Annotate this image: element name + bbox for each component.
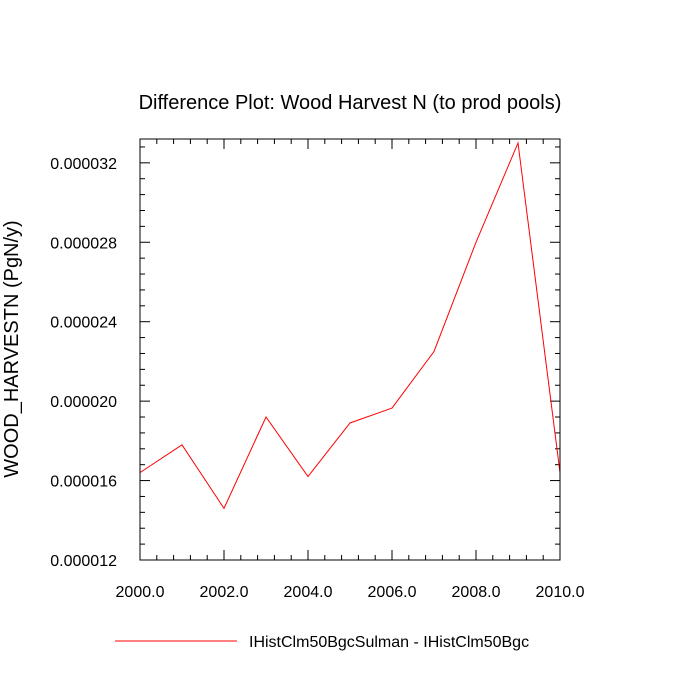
y-tick-label: 0.000020 — [50, 394, 117, 411]
x-tick-label: 2008.0 — [452, 584, 501, 601]
x-tick-label: 2006.0 — [368, 584, 417, 601]
y-tick-label: 0.000016 — [50, 474, 117, 491]
x-tick-label: 2000.0 — [116, 584, 165, 601]
legend-label: IHistClm50BgcSulman - IHistClm50Bgc — [249, 634, 529, 651]
y-tick-label: 0.000032 — [50, 156, 117, 173]
y-axis-label: WOOD_HARVESTN (PgN/y) — [1, 220, 23, 477]
x-tick-label: 2010.0 — [536, 584, 585, 601]
tick-labels: 2000.0 2002.0 2004.0 2006.0 2008.0 2010.0 0.00… — [50, 156, 584, 601]
legend: IHistClm50BgcSulman - IHistClm50Bgc — [115, 634, 529, 651]
y-tick-label: 0.000024 — [50, 315, 117, 332]
plot-series — [139, 141, 561, 510]
plot-frame — [139, 138, 561, 561]
x-tick-label: 2002.0 — [200, 584, 249, 601]
chart-title: Difference Plot: Wood Harvest N (to prod… — [139, 92, 562, 114]
series-line — [139, 141, 561, 510]
x-tick-label: 2004.0 — [284, 584, 333, 601]
y-tick-label: 0.000028 — [50, 235, 117, 252]
y-tick-label: 0.000012 — [50, 553, 117, 570]
